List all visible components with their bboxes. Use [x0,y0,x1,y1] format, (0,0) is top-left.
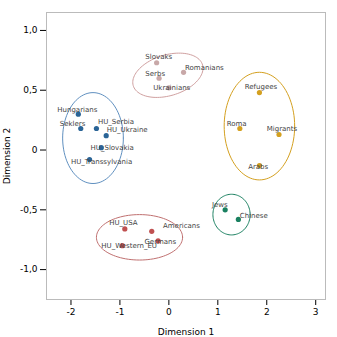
svg-text:Seklers: Seklers [60,120,86,128]
svg-text:Slovaks: Slovaks [145,53,172,61]
svg-text:Chinese: Chinese [240,212,268,220]
svg-text:Germans: Germans [144,238,177,247]
svg-text:0: 0 [166,307,172,317]
svg-text:HU_Transsylvania: HU_Transsylvania [71,158,132,166]
svg-text:Hungarians: Hungarians [57,106,97,114]
svg-text:Migrants: Migrants [267,125,298,133]
svg-text:Serbs: Serbs [145,70,165,78]
svg-text:1,0: 1,0 [23,25,38,35]
svg-text:HU_Serbia: HU_Serbia [98,118,134,126]
svg-text:0: 0 [32,145,38,155]
svg-text:Romanians: Romanians [185,64,224,72]
svg-text:HU_USA: HU_USA [109,219,138,227]
svg-text:HU_Western_EU: HU_Western_EU [101,242,157,250]
svg-text:-1: -1 [115,307,124,317]
svg-text:Arabs: Arabs [248,163,268,171]
svg-text:Roma: Roma [227,120,247,128]
svg-text:0,5: 0,5 [23,85,37,95]
svg-text:-1,0: -1,0 [20,264,38,274]
svg-text:Dimension 2: Dimension 2 [2,128,12,184]
svg-text:3: 3 [313,307,319,317]
svg-text:Dimension 1: Dimension 1 [158,327,214,337]
svg-text:-2: -2 [66,307,75,317]
svg-text:Refugees: Refugees [245,83,278,91]
svg-text:Americans: Americans [163,222,200,230]
svg-text:-0,5: -0,5 [20,205,38,215]
svg-text:2: 2 [264,307,270,317]
svg-text:HU_Ukraine: HU_Ukraine [107,126,148,134]
svg-text:1: 1 [215,307,221,317]
svg-text:Jews: Jews [211,201,228,209]
svg-text:HU_Slovakia: HU_Slovakia [91,144,134,152]
svg-text:Ukrainians: Ukrainians [153,84,190,92]
